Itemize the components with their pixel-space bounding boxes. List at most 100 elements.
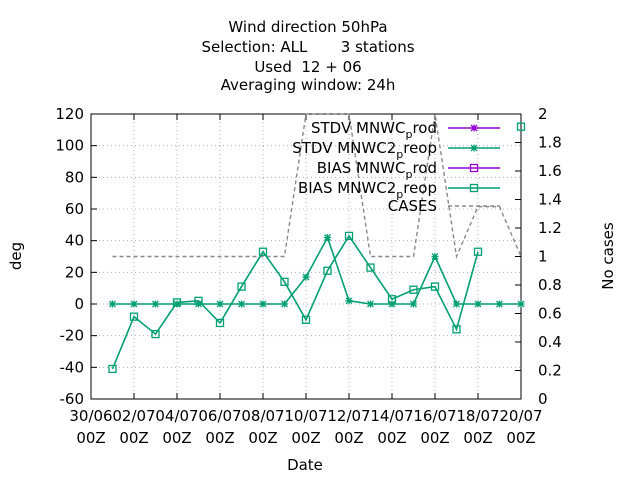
legend-marker [470,124,478,132]
x-tick-label: 06/07 [198,407,241,425]
x-tick-labels: 30/06 00Z 02/07 00Z 04/07 00Z 06/07 00Z 08/07 00Z… [69,407,542,447]
legend-label: CASES [388,197,437,215]
data-point [173,300,181,308]
x-tick-label-sub: 00Z [334,429,363,447]
data-point [151,329,160,339]
data-point [237,282,246,291]
legend-label: BIAS MNWCprod [317,159,437,181]
y2-tick-label: 1.6 [538,162,562,180]
x-tick-label-sub: 00Z [119,429,148,447]
y2-tick-label: 1.8 [538,134,562,152]
data-point [323,266,332,275]
chart-title: Wind direction 50hPa Selection: ALL 3 st… [201,18,414,94]
x-tick-label-sub: 00Z [420,429,449,447]
data-point [409,285,418,294]
data-point [324,234,331,241]
data-point [430,282,440,291]
x-tick-label-sub: 00Z [377,429,406,447]
data-point [496,300,503,308]
legend-marker [469,163,479,173]
data-point [453,300,460,308]
y2-tick-label: 0.8 [538,276,562,294]
data-point [452,325,461,334]
y-tick-label: 0 [74,295,84,313]
y-tick-label: -40 [60,358,85,376]
x-tick-label-sub: 00Z [248,429,277,447]
y2-tick-label: 0.4 [538,333,562,351]
x-tick-label-sub: 00Z [291,429,320,447]
data-point [215,318,225,328]
y-tick-label: 100 [55,137,84,155]
data-point [473,247,483,256]
x-tick-label: 02/07 [112,407,155,425]
y2-tick-label: 0.6 [538,305,562,323]
x-tick-label-sub: 00Z [506,429,535,447]
x-tick-label: 18/07 [456,407,499,425]
data-point [259,300,267,308]
title-line-1: Wind direction 50hPa [228,18,387,36]
y-tick-label: 80 [65,168,84,186]
x-tick-label-sub: 00Z [463,429,492,447]
x-tick-label: 30/06 [69,407,112,425]
y-tick-label: 60 [65,200,84,218]
data-point [108,364,117,374]
y-tick-label: -60 [60,390,85,408]
x-tick-label-sub: 00Z [205,429,234,447]
data-point [301,315,311,324]
data-point [344,231,354,241]
x-tick-label: 10/07 [284,407,327,425]
data-point [516,122,526,131]
y-tick-labels: -60 -40 -20 0 20 40 60 80 100 120 [55,105,84,408]
x-tick-label-sub: 00Z [76,429,105,447]
y2-tick-label: 2 [538,105,548,123]
legend-label: STDV MNWCprod [311,119,437,141]
data-point [302,273,310,281]
title-line-3: Used 12 + 06 [254,58,361,76]
data-point [258,247,268,256]
y-tick-label: 40 [65,232,84,250]
y-tick-label: -20 [60,327,85,345]
x-tick-label: 20/07 [499,407,542,425]
x-axis-label: Date [287,456,323,474]
x-tick-label: 08/07 [241,407,284,425]
data-point [172,298,182,307]
y-axis-label: deg [7,242,25,270]
data-point [410,300,417,308]
data-point [388,300,396,308]
series-3 [108,122,526,374]
legend-marker [470,144,478,152]
legend-marker [469,183,479,193]
data-point [152,300,159,308]
x-tick-label-sub: 00Z [162,429,191,447]
title-line-2: Selection: ALL 3 stations [201,38,414,56]
data-point [129,312,139,321]
x-tick-label: 12/07 [327,407,370,425]
data-point [345,297,353,305]
y2-axis-label: No cases [599,222,617,290]
data-point [366,263,375,272]
data-point [474,300,482,308]
legend-label: STDV MNWC2preop [292,139,437,161]
data-point [238,300,245,308]
y2-tick-label: 1 [538,248,548,266]
data-point [109,300,116,308]
title-line-4: Averaging window: 24h [221,76,396,94]
data-point [130,300,138,308]
y-tick-label: 120 [55,105,84,123]
y2-tick-label: 1.2 [538,219,562,237]
y2-tick-labels: 0 0.2 0.4 0.6 0.8 1 1.2 1.4 1.6 1.8 2 [538,105,562,408]
data-point [216,300,224,308]
y2-tick-label: 0.2 [538,362,562,380]
x-tick-label: 04/07 [155,407,198,425]
data-point [387,295,397,304]
y2-tick-label: 1.4 [538,191,562,209]
data-point [194,296,203,305]
y-tick-label: 20 [65,263,84,281]
data-point [280,277,289,286]
x-tick-label: 14/07 [370,407,413,425]
series-line [111,234,479,370]
series-layer [108,113,526,374]
data-point [281,300,288,308]
